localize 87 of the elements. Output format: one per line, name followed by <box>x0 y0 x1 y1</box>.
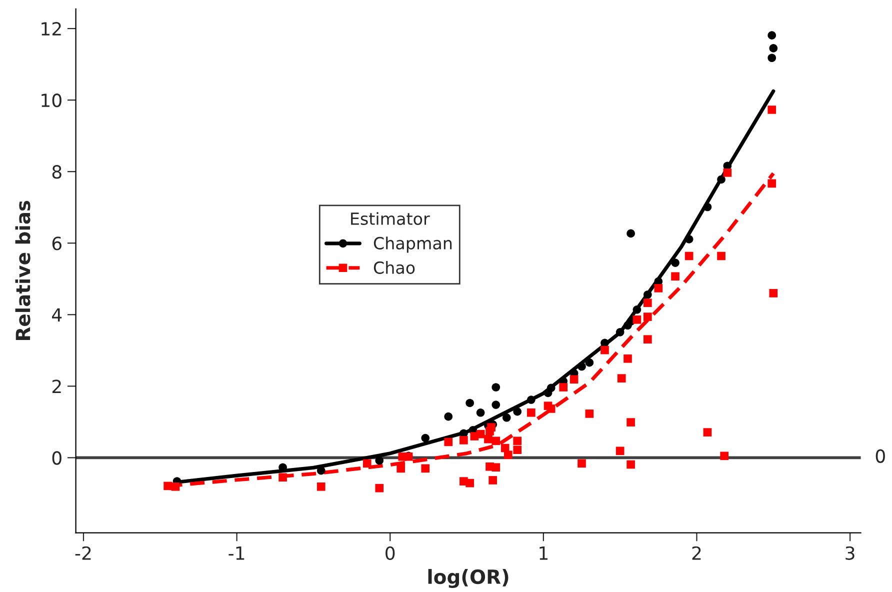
point <box>492 383 500 392</box>
point <box>487 423 496 432</box>
point <box>644 298 652 308</box>
y-tick-label: 8 <box>52 165 62 179</box>
point <box>616 328 624 336</box>
point <box>526 408 536 417</box>
point <box>632 305 642 314</box>
point <box>570 375 578 384</box>
point <box>278 473 287 482</box>
point <box>488 476 497 484</box>
x-tick-label: 2 <box>692 546 701 560</box>
point <box>466 478 474 488</box>
point <box>632 315 642 324</box>
point <box>546 384 556 392</box>
point <box>578 362 586 371</box>
point <box>671 258 680 267</box>
point <box>717 175 726 184</box>
point <box>626 418 635 426</box>
y-tick-label: 4 <box>52 308 62 322</box>
point <box>626 460 635 469</box>
point <box>626 229 635 238</box>
point <box>396 464 406 473</box>
point <box>476 408 485 417</box>
point <box>504 450 512 460</box>
point <box>624 354 632 363</box>
point <box>644 312 652 321</box>
point <box>768 106 776 114</box>
point <box>684 252 694 260</box>
point <box>654 284 663 292</box>
point <box>492 400 500 409</box>
point <box>171 482 180 491</box>
x-tick-label: 1 <box>540 546 548 560</box>
point <box>768 31 776 40</box>
point <box>421 464 430 473</box>
point <box>717 252 726 260</box>
point <box>769 289 778 298</box>
point <box>644 335 652 344</box>
point <box>476 430 485 438</box>
point <box>316 482 326 491</box>
point <box>513 436 522 446</box>
ref-line-label: 0 <box>876 449 885 463</box>
point <box>600 346 609 354</box>
point <box>513 446 522 454</box>
y-tick-label: 6 <box>52 236 62 250</box>
point <box>164 482 172 490</box>
point <box>585 358 594 367</box>
point <box>466 398 474 408</box>
point <box>723 168 732 177</box>
point <box>585 410 594 418</box>
point <box>362 459 372 468</box>
point <box>375 484 384 492</box>
point <box>703 202 712 212</box>
point <box>703 428 712 436</box>
x-tick-label: -2 <box>75 546 91 560</box>
x-axis-title: log(OR) <box>428 569 508 588</box>
legend-label: Chao <box>374 261 415 274</box>
point <box>720 452 728 460</box>
point <box>492 463 500 472</box>
point <box>375 456 384 465</box>
point <box>502 413 511 422</box>
point <box>644 290 652 299</box>
x-tick-label: 3 <box>846 546 854 560</box>
legend-title: Estimator <box>351 212 430 226</box>
point <box>444 412 453 421</box>
legend-label: Chapman <box>374 236 452 253</box>
point <box>513 407 522 416</box>
x-tick-label: -1 <box>228 546 244 560</box>
y-axis-title: Relative bias <box>15 200 30 340</box>
point <box>768 179 776 188</box>
point <box>559 383 568 392</box>
x-tick-label: 0 <box>386 546 395 560</box>
point <box>617 374 626 382</box>
point <box>616 446 624 456</box>
point <box>671 272 680 281</box>
y-tick-label: 12 <box>42 22 61 36</box>
y-tick-label: 0 <box>52 451 62 465</box>
point <box>460 436 468 444</box>
point <box>769 44 778 52</box>
point <box>546 404 556 413</box>
y-tick-label: 2 <box>52 380 61 394</box>
point <box>768 54 776 62</box>
y-tick-label: 10 <box>42 94 62 108</box>
point <box>578 459 586 468</box>
point <box>444 438 453 446</box>
point <box>526 396 536 404</box>
point <box>421 434 430 442</box>
point <box>492 436 500 446</box>
